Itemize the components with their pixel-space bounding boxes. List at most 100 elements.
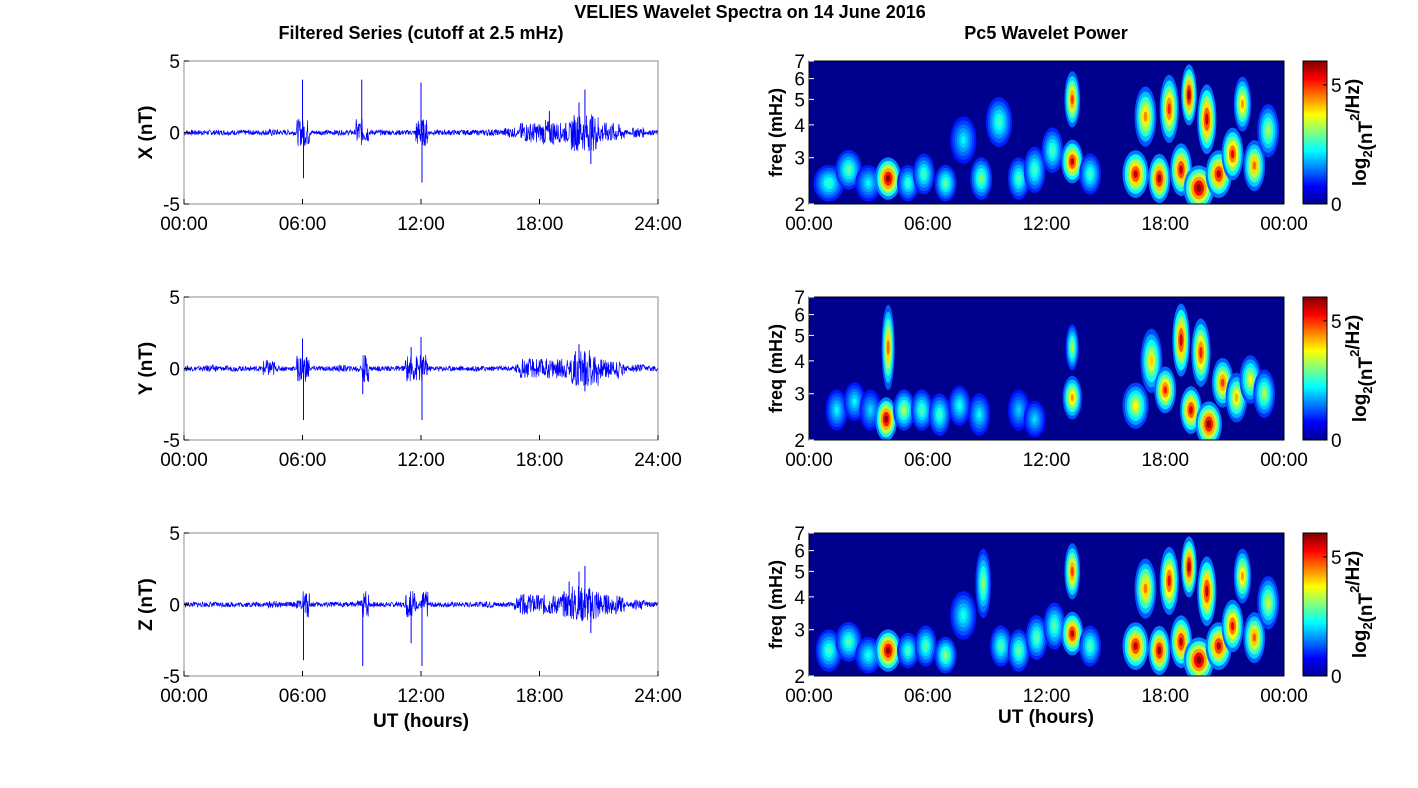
spectrum-blob [1088,170,1092,178]
time-tick-label: 06:00 [904,450,952,471]
freq-tick-label: 7 [794,524,805,545]
spectrum-blob [977,410,982,419]
spectrum-blob [1070,157,1075,166]
spectrum-blob [1157,646,1162,655]
colorbar-label-part: log [1350,630,1371,659]
spectrum-blob [1050,146,1055,155]
spectrum-blob [1230,149,1235,159]
freq-tick-label: 4 [794,352,805,373]
freq-tick-label: 6 [794,70,805,91]
spectrum-blob [846,166,851,174]
freq-tick-label: 5 [794,562,805,583]
series-panel-x: -5 0 5 00:00 06:00 12:00 18:00 24:00 X (nT) [136,52,682,235]
spectrum-blob [921,170,926,178]
spectrum-blob [886,340,890,355]
time-tick-label: 00:00 [785,450,833,471]
series-panel-z: -5 0 5 00:00 06:00 12:00 18:00 24:00 Z (nT) [136,524,682,707]
left-column-title: Filtered Series (cutoff at 2.5 mHz) [278,23,563,43]
colorbar [1302,296,1328,441]
spectrum-blob [1167,103,1171,115]
spectrum-blob [866,652,871,659]
time-tick-label: 00:00 [785,214,833,235]
x-tick-label: 12:00 [397,686,445,707]
y-tick-label: 0 [169,360,180,381]
spectrum-blob [979,174,984,183]
spectrum-blob [1199,346,1203,359]
y-axis-label: Z (nT) [136,578,157,631]
spectrum-blob [1032,416,1037,423]
left-x-axis-label: UT (hours) [373,711,469,732]
x-tick-label: 18:00 [516,450,564,471]
figure-suptitle: VELIES Wavelet Spectra on 14 June 2016 [574,2,925,22]
spectrum-blob [1070,629,1075,638]
spectrum-blob [1034,633,1039,642]
y-tick-label: 5 [169,288,180,309]
colorbar-tick-label: 5 [1331,76,1342,97]
spectrum-blob [1266,598,1270,608]
freq-tick-label: 2 [794,431,805,452]
spectrum-blob [1070,94,1074,105]
spectrum-blob [1070,343,1074,352]
spectrum-blob [1088,642,1092,650]
y-tick-label: 0 [169,124,180,145]
y-tick-label: 0 [169,596,180,617]
colorbar-label-part: 2 [1360,622,1375,629]
colorbar-label-part: 2 [1347,350,1362,357]
colorbar-label-part: /Hz) [1343,315,1364,350]
colorbar-label-part: 2 [1360,150,1375,157]
freq-tick-label: 2 [794,195,805,216]
spectrum-blob [1052,622,1057,630]
freq-tick-label: 5 [794,90,805,111]
time-tick-label: 00:00 [1260,686,1308,707]
spectrum-blob [1143,583,1148,594]
colorbar-label-part: (nT [1356,593,1377,623]
colorbar-label: log2(nT2/Hz) [1343,315,1377,422]
freq-tick-label: 3 [794,621,805,642]
x-tick-label: 24:00 [634,686,682,707]
spectrum-blob [1016,406,1021,414]
spectrum-axes-box [808,296,1285,441]
spectrum-blob [1230,621,1235,631]
spectrum-blob [1240,99,1244,109]
x-tick-label: 06:00 [279,450,327,471]
spectrum-blob [943,652,948,659]
y-tick-label: 5 [169,524,180,545]
spectrum-blob [1252,633,1257,642]
time-tick-label: 18:00 [1141,686,1189,707]
y-tick-label: 5 [169,52,180,73]
freq-tick-label: 4 [794,116,805,137]
spectrum-features [825,303,1276,440]
time-tick-label: 18:00 [1141,450,1189,471]
spectrum-blob [885,174,891,183]
spectrum-blob [1133,642,1138,651]
colorbar-tick-label: 0 [1331,667,1342,688]
time-tick-label: 00:00 [1260,214,1308,235]
spectrum-blob [1187,561,1191,573]
time-tick-label: 06:00 [904,686,952,707]
time-tick-label: 00:00 [785,686,833,707]
time-tick-label: 18:00 [1141,214,1189,235]
spectrum-blob [1133,401,1138,410]
x-tick-label: 00:00 [160,686,208,707]
spectrum-blob [826,180,832,187]
colorbar-label: log2(nT2/Hz) [1343,551,1377,658]
spectrum-features [815,536,1280,676]
y-axis-label: X (nT) [136,106,157,160]
spectrum-axes-box [808,60,1285,205]
colorbar-label: log2(nT2/Hz) [1343,79,1377,186]
spectrum-blob [1205,585,1209,598]
colorbar-label-part: (nT [1356,121,1377,151]
spectrum-blob [906,647,910,654]
colorbar-label-part: 2 [1347,586,1362,593]
freq-axis-label: freq (mHz) [766,88,786,177]
x-tick-label: 12:00 [397,214,445,235]
spectrum-blob [834,406,839,414]
y-tick-label: -5 [163,195,180,216]
spectrum-blob [1216,642,1221,651]
colorbar [1302,60,1328,205]
right-x-axis-label: UT (hours) [998,707,1094,728]
spectrum-blob [826,646,831,655]
spectrum-blob [885,646,891,655]
